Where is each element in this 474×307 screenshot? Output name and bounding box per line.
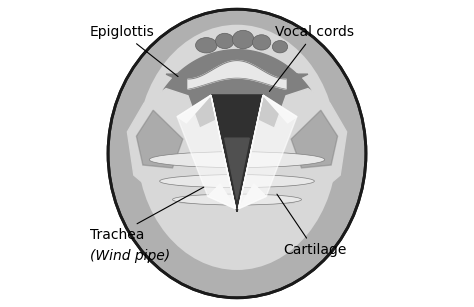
Ellipse shape (252, 35, 271, 50)
Polygon shape (273, 89, 346, 197)
Ellipse shape (137, 25, 337, 270)
Ellipse shape (272, 41, 288, 53)
Polygon shape (291, 110, 337, 168)
Ellipse shape (216, 33, 234, 49)
Text: Cartilage: Cartilage (277, 194, 346, 257)
Text: Epiglottis: Epiglottis (90, 25, 178, 76)
Text: (Wind pipe): (Wind pipe) (90, 249, 170, 263)
Polygon shape (238, 95, 297, 209)
Polygon shape (238, 95, 297, 209)
Ellipse shape (149, 152, 325, 168)
Ellipse shape (179, 201, 295, 204)
Polygon shape (215, 104, 259, 203)
Polygon shape (137, 110, 183, 168)
Polygon shape (177, 95, 236, 209)
Ellipse shape (232, 30, 254, 49)
Ellipse shape (173, 194, 301, 205)
Ellipse shape (160, 175, 314, 188)
Polygon shape (144, 50, 330, 154)
Polygon shape (128, 89, 201, 197)
Ellipse shape (108, 9, 366, 298)
Polygon shape (211, 95, 263, 212)
Ellipse shape (167, 183, 307, 187)
Text: Trachea: Trachea (90, 187, 204, 242)
Polygon shape (221, 119, 253, 188)
Ellipse shape (158, 162, 316, 166)
Polygon shape (211, 95, 263, 212)
Polygon shape (225, 138, 249, 200)
Ellipse shape (196, 38, 217, 53)
Polygon shape (177, 95, 236, 209)
Polygon shape (188, 60, 286, 89)
Text: Vocal cords: Vocal cords (269, 25, 355, 91)
